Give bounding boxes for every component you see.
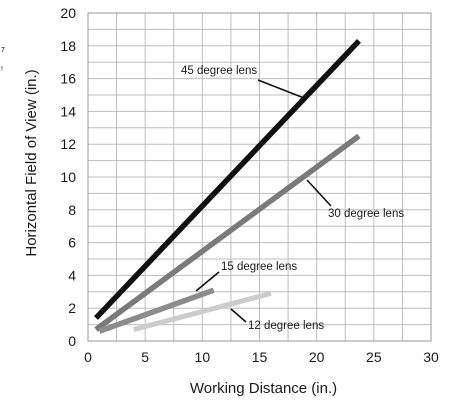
label-leader-line	[257, 79, 305, 99]
x-tick-label: 30	[423, 349, 439, 365]
x-tick-label: 10	[195, 349, 211, 365]
y-tick-label: 2	[68, 300, 76, 316]
y-tick-label: 18	[60, 38, 76, 54]
y-tick-label: 8	[68, 202, 76, 218]
plot-frame	[87, 12, 432, 342]
label-leader-line	[195, 271, 220, 292]
y-tick-label: 12	[60, 136, 76, 152]
series-line	[133, 291, 272, 332]
label-leaders	[195, 79, 332, 323]
y-tick-label: 14	[60, 103, 76, 119]
label-leader-line	[230, 308, 247, 323]
x-tick-label: 25	[366, 349, 382, 365]
series-lines	[94, 38, 361, 334]
x-tick-label: 15	[252, 349, 268, 365]
label-leader-line	[306, 179, 332, 207]
y-axis-title: Horizontal Field of View (in.)	[23, 69, 40, 256]
x-tick-label: 0	[84, 349, 92, 365]
y-tick-label: 16	[60, 71, 76, 87]
series-label: 15 degree lens	[221, 261, 297, 273]
x-axis-title: Working Distance (in.)	[190, 380, 337, 397]
series-label: 30 degree lens	[328, 208, 404, 220]
series-labels: 45 degree lens 30 degree lens 15 degree le…	[181, 65, 404, 332]
grid	[87, 12, 432, 342]
y-tick-label: 4	[68, 267, 76, 283]
series-line	[98, 287, 215, 334]
series-label: 12 degree lens	[248, 320, 324, 332]
y-tick-label: 6	[68, 235, 76, 251]
series-line	[94, 38, 361, 320]
x-tick-label: 20	[309, 349, 325, 365]
y-tick-label: 10	[60, 169, 76, 185]
edge-mark-top: 7	[1, 47, 5, 54]
series-line	[94, 133, 361, 332]
edge-mark-bottom: !	[1, 66, 3, 73]
tick-labels: 0 5 10 15 20 25 30 0 2 4 6 8 10 12 14 16 18 20	[60, 5, 439, 365]
y-tick-label: 20	[60, 5, 76, 21]
series-label: 45 degree lens	[181, 65, 257, 77]
y-tick-label: 0	[68, 333, 76, 349]
x-tick-label: 5	[141, 349, 149, 365]
